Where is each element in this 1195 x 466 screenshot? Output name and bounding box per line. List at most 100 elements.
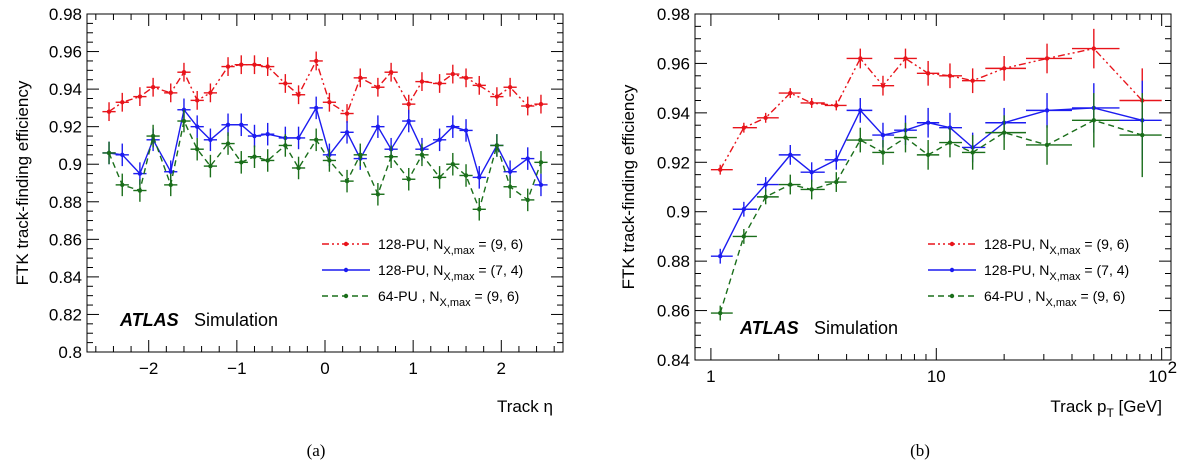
legend-label-tail: = (7, 4) — [475, 262, 524, 278]
data-point — [741, 125, 747, 130]
data-point — [718, 310, 723, 316]
data-point — [880, 132, 886, 138]
atlas-label: ATLAS — [739, 318, 799, 338]
data-point — [450, 124, 456, 129]
panel-caption: (b) — [910, 441, 930, 460]
legend-label-tail: = (9, 6) — [475, 236, 524, 252]
y-tick-label: 0.86 — [49, 230, 82, 249]
x-tick-label: 2 — [497, 359, 506, 378]
data-point — [239, 160, 244, 165]
x-tick-label: 1 — [408, 359, 417, 378]
y-tick-label: 0.98 — [657, 5, 690, 24]
legend-label-tail: = (9, 6) — [471, 288, 520, 304]
data-point — [450, 71, 456, 77]
data-point — [150, 85, 156, 90]
legend-label: 64-PU , NX,max = (9, 6) — [984, 288, 1125, 309]
data-point — [477, 207, 482, 212]
data-point — [437, 175, 442, 180]
y-tick-label: 0.9 — [666, 203, 690, 222]
legend-label-subscript: X,max — [443, 245, 475, 257]
data-point — [858, 137, 863, 143]
legend-label-subscript: X,max — [1049, 245, 1081, 257]
y-axis-title: FTK track-finding efficiency — [13, 80, 32, 285]
y-tick-label: 0.82 — [49, 305, 82, 324]
series-line — [719, 119, 1143, 314]
data-point — [375, 124, 381, 129]
panel-a: 0.8 0.82 0.84 0.86 0.88 0.9 0.92 0.94 0.96 0.98 −2… — [13, 5, 564, 460]
data-point — [925, 71, 931, 76]
data-point — [809, 169, 814, 175]
data-point — [788, 152, 793, 158]
legend-label-name: 64-PU , N — [378, 288, 439, 304]
data-point — [419, 152, 425, 158]
data-point — [225, 64, 231, 69]
data-point — [809, 100, 814, 106]
data-point — [1001, 130, 1007, 135]
y-tick-label: 0.8 — [58, 343, 82, 362]
data-point — [239, 62, 244, 67]
data-point — [194, 124, 200, 129]
x-axis-title: Track pT [GeV] — [1050, 397, 1162, 420]
x-axis-title-main: Track p — [1050, 397, 1106, 416]
data-point — [388, 154, 394, 159]
data-point — [741, 207, 747, 212]
data-point — [344, 111, 350, 116]
data-point — [718, 254, 723, 259]
data-point — [375, 85, 381, 90]
y-tick-label: 0.96 — [657, 54, 690, 73]
y-tick-label: 0.94 — [49, 80, 82, 99]
data-point — [970, 78, 975, 83]
data-point — [1001, 66, 1007, 71]
data-point — [1091, 118, 1097, 123]
data-point — [327, 158, 332, 163]
data-point — [809, 187, 814, 192]
legend-label-tail: = (7, 4) — [1081, 262, 1130, 278]
data-point — [925, 152, 931, 158]
data-point — [137, 171, 143, 176]
data-point — [463, 173, 469, 178]
data-point — [137, 188, 143, 193]
x-axis-title-main: Track — [497, 397, 544, 416]
y-tick-label: 0.92 — [49, 118, 82, 137]
x-axis-title-symbol: η — [544, 397, 553, 416]
data-point — [525, 197, 530, 203]
series-line — [719, 107, 1143, 257]
legend-label-name: 128-PU, N — [378, 236, 443, 252]
data-point — [947, 140, 953, 145]
data-point — [437, 81, 442, 86]
data-point — [168, 169, 173, 174]
panel-b: 0.840.860.880.90.920.940.960.981 10 10 2FTK… — [619, 5, 1177, 460]
data-point — [538, 101, 544, 107]
data-point — [296, 135, 301, 141]
legend-label-subscript: X,max — [439, 297, 471, 309]
data-point — [194, 98, 200, 103]
y-tick-label: 0.84 — [657, 351, 690, 370]
data-point — [265, 131, 270, 137]
data-point — [208, 163, 213, 169]
data-point — [970, 150, 975, 155]
data-point — [834, 103, 839, 108]
data-point — [947, 73, 953, 78]
data-point — [344, 130, 350, 135]
legend-label-tail: = (9, 6) — [1081, 236, 1130, 252]
y-tick-label: 0.86 — [657, 302, 690, 321]
y-tick-label: 0.9 — [58, 155, 82, 174]
legend-label-subscript: X,max — [443, 271, 475, 283]
data-point — [181, 70, 187, 75]
data-point — [419, 79, 425, 84]
legend-label-tail: = (9, 6) — [1077, 288, 1126, 304]
x-tick-label: 10 — [927, 367, 946, 386]
data-point — [168, 90, 173, 96]
data-point — [1140, 132, 1145, 138]
legend-marker — [343, 241, 349, 247]
legend-label-subscript: X,max — [1049, 271, 1081, 283]
data-point — [1044, 142, 1050, 148]
y-tick-label: 0.88 — [657, 252, 690, 271]
data-point — [208, 90, 213, 96]
y-tick-label: 0.84 — [49, 268, 82, 287]
data-point — [788, 90, 793, 96]
data-point — [858, 108, 863, 113]
data-point — [507, 85, 513, 90]
